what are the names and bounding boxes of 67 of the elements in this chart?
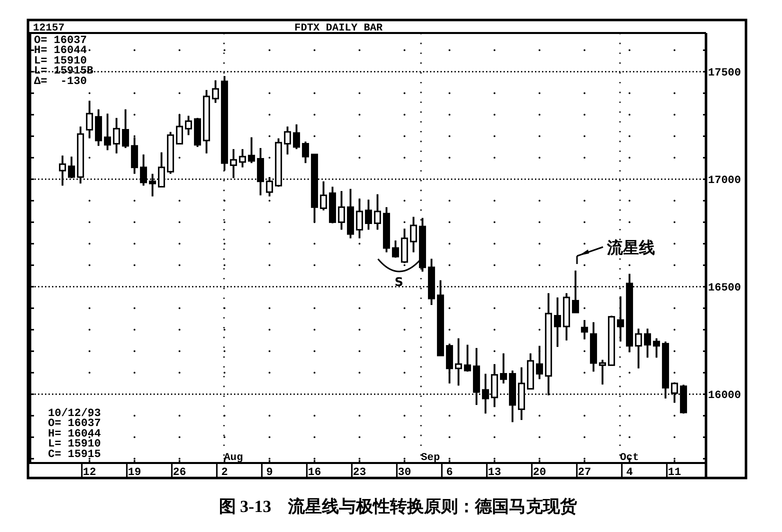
candlestick (104, 112, 112, 152)
annotation: S (394, 275, 404, 289)
candlestick (580, 319, 588, 340)
x-tick-label: 13 (488, 467, 502, 479)
annotation: Aug (224, 452, 243, 464)
candlestick (112, 117, 120, 154)
candlestick (238, 148, 246, 168)
candlestick (608, 314, 616, 366)
x-tick-label: 27 (578, 467, 592, 479)
y-tick-label: 17000 (708, 175, 742, 188)
candlestick (590, 321, 598, 373)
candlestick (284, 126, 292, 156)
candlestick (634, 328, 642, 370)
candlestick (364, 198, 372, 231)
candlestick (248, 136, 256, 164)
x-tick-label: 23 (352, 467, 366, 479)
y-tick-label: 16500 (708, 282, 742, 295)
candlestick (122, 108, 130, 149)
candlestick (464, 344, 472, 373)
x-tick-label: 16 (308, 467, 322, 479)
x-tick-label: 12 (82, 467, 96, 479)
candlestick (374, 193, 382, 231)
x-tick-label: 2 (221, 467, 228, 479)
annotation: 12157 (33, 22, 65, 34)
annotation: 流星线 (606, 238, 655, 257)
candlestick (184, 114, 192, 136)
x-tick-label: 19 (128, 467, 142, 479)
x-tick-label: 4 (626, 467, 634, 479)
caption: 图 3-13 流星线与极性转换原则：德国马克现货 (218, 497, 578, 516)
candlestick (212, 79, 220, 104)
annotation: Sep (421, 452, 440, 464)
candlestick (400, 228, 408, 264)
candlestick (292, 123, 300, 150)
candlestick (644, 328, 652, 359)
candlestick (652, 337, 660, 359)
candlestick (536, 344, 544, 380)
y-tick-label: 17500 (708, 68, 742, 80)
chart-title: FDTX DAILY BAR (294, 22, 384, 34)
candlestick (346, 188, 354, 240)
x-tick-label: 11 (668, 467, 682, 479)
candlestick (500, 352, 508, 384)
candlestick (526, 352, 534, 390)
annotation: 10/12/93 O= 16037 H= 16044 L= 15910 C= 15915 (48, 408, 102, 461)
x-tick-label: 6 (446, 467, 453, 479)
candlestick (554, 296, 562, 348)
candlestick (562, 292, 570, 342)
candlestick (598, 358, 606, 386)
candlestick (410, 216, 418, 254)
candlestick (392, 240, 400, 259)
candlestick (94, 108, 102, 147)
candlestick (130, 136, 138, 175)
x-tick-label: 9 (266, 467, 273, 479)
candlestick (302, 140, 310, 164)
annotation: Oct (620, 452, 639, 464)
candlestick (328, 186, 336, 224)
candlestick (454, 337, 462, 386)
candlestick (446, 342, 454, 384)
x-tick-label: 26 (172, 467, 186, 479)
candlestick (616, 295, 624, 342)
candlestick (194, 117, 202, 148)
candlestick (202, 89, 210, 154)
y-tick-label: 16000 (708, 390, 742, 402)
x-tick-label: 30 (398, 467, 412, 479)
candlestick (166, 131, 174, 175)
x-tick-label: 20 (532, 467, 546, 479)
candlestick (338, 190, 346, 231)
candlestick (382, 206, 390, 254)
